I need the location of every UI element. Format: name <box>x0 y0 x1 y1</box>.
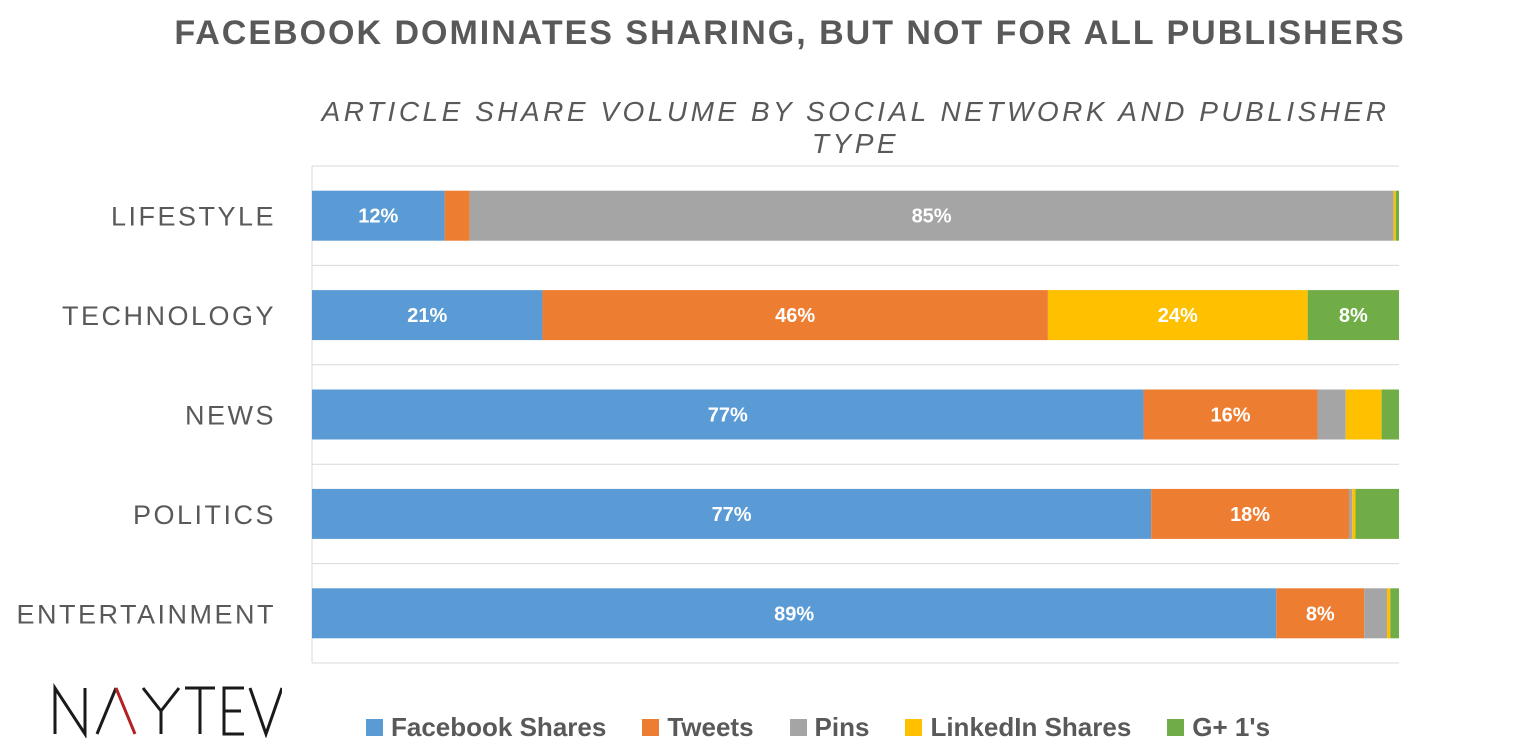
data-label: 8% <box>1339 305 1368 327</box>
data-label: 21% <box>407 305 447 327</box>
bar-segment-3-3 <box>1352 488 1356 539</box>
legend-label: G+ 1's <box>1192 712 1271 742</box>
bar-segment-4-0 <box>312 588 1277 639</box>
bar-segment-0-3 <box>1393 190 1396 241</box>
bar-segment-3-1 <box>1151 488 1349 539</box>
legend-swatch <box>366 719 383 736</box>
bar-segment-0-0 <box>312 190 445 241</box>
bar-segment-2-4 <box>1381 389 1399 440</box>
legend-item: LinkedIn Shares <box>905 712 1131 743</box>
legend-item: Tweets <box>642 712 754 743</box>
category-label: ENTERTAINMENT <box>16 599 276 629</box>
bar-segment-0-2 <box>469 190 1394 241</box>
legend-label: LinkedIn Shares <box>930 712 1132 742</box>
data-label: 18% <box>1230 504 1270 526</box>
data-label: 77% <box>708 405 748 427</box>
grid-lines <box>311 165 1399 664</box>
bar-segment-4-3 <box>1387 588 1391 639</box>
bar-segment-3-2 <box>1348 488 1353 539</box>
bar-segment-4-2 <box>1364 588 1388 639</box>
data-label: 77% <box>712 504 752 526</box>
category-label: LIFESTYLE <box>111 202 276 232</box>
legend-swatch <box>789 719 807 736</box>
bar-segment-4-4 <box>1390 588 1399 639</box>
bar-segment-3-0 <box>312 488 1152 539</box>
bar-segment-1-4 <box>1307 290 1399 341</box>
legend-item: G+ 1's <box>1167 712 1270 743</box>
category-label: POLITICS <box>133 500 276 530</box>
bar-segment-0-4 <box>1395 190 1399 241</box>
category-label: NEWS <box>185 401 276 431</box>
bar-segment-4-1 <box>1276 588 1365 639</box>
chart-title: FACEBOOK DOMINATES SHARING, BUT NOT FOR … <box>174 14 1406 52</box>
category-label: TECHNOLOGY <box>62 301 276 331</box>
data-label: 8% <box>1306 603 1335 625</box>
legend-label: Pins <box>814 712 870 742</box>
bar-segment-0-1 <box>444 190 470 241</box>
data-label: 12% <box>358 206 398 228</box>
naytev-logo <box>53 682 282 738</box>
data-label: 24% <box>1158 305 1198 327</box>
bar-segment-2-1 <box>1143 389 1318 440</box>
bar-segment-1-3 <box>1047 290 1308 341</box>
bar-segment-2-3 <box>1345 389 1382 440</box>
legend: Facebook Shares Tweets Pins LinkedIn Shares… <box>366 712 1306 743</box>
data-label: 46% <box>775 305 815 327</box>
bars <box>312 190 1399 639</box>
legend-label: Tweets <box>667 712 754 742</box>
bar-segment-2-2 <box>1317 389 1346 440</box>
bar-segment-1-1 <box>542 290 1048 341</box>
legend-item: Pins <box>789 712 870 743</box>
data-label: 16% <box>1210 405 1250 427</box>
legend-item: Facebook Shares <box>366 712 606 743</box>
chart-subtitle: ARTICLE SHARE VOLUME BY SOCIAL NETWORK A… <box>321 96 1390 159</box>
legend-label: Facebook Shares <box>391 712 607 742</box>
legend-swatch <box>1167 719 1185 736</box>
category-labels: LIFESTYLE TECHNOLOGY NEWS POLITICS ENTERTAIN… <box>16 202 276 630</box>
bar-segment-1-0 <box>312 290 543 341</box>
bar-segment-2-0 <box>312 389 1144 440</box>
data-labels: 12% 85% 21% 46% 24% 8% 77% 16% 77% 18% 89% 8% <box>358 206 1368 626</box>
data-label: 89% <box>774 603 814 625</box>
data-label: 85% <box>912 206 952 228</box>
bar-segment-3-4 <box>1355 488 1399 539</box>
legend-swatch <box>642 719 660 736</box>
legend-swatch <box>905 719 923 736</box>
